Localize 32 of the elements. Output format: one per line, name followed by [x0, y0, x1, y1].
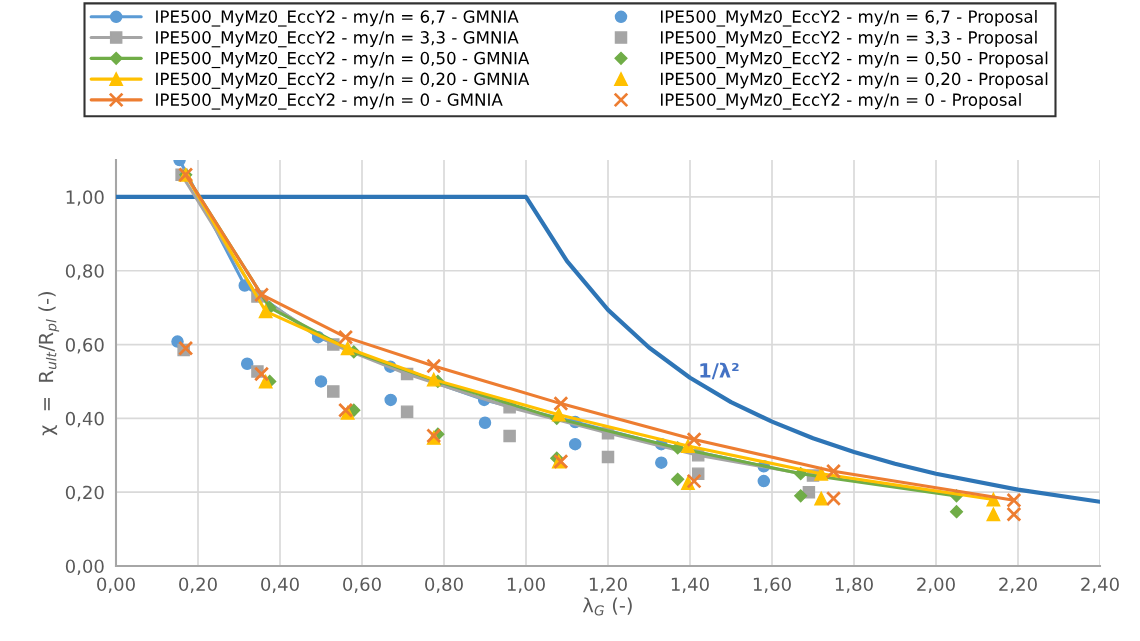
x-tick-label: 1,00: [507, 577, 545, 593]
x-tick-label: 2,20: [999, 577, 1037, 593]
x-tick-label: 1,60: [753, 577, 791, 593]
y-tick-label: 0,40: [65, 411, 104, 428]
x-tick-label: 0,00: [97, 577, 135, 593]
x-tick-label: 0,60: [343, 577, 381, 593]
x-tick-label: 0,20: [179, 577, 217, 593]
y-tick-label: 0,60: [65, 338, 104, 354]
x-tick-label: 0,40: [261, 577, 299, 593]
y-tick-label: 0,20: [65, 485, 104, 502]
y-tick-label: 1,00: [66, 190, 104, 206]
x-axis-title: λ$_{G}$ (-): [582, 597, 632, 616]
legend-label: IPE500_MyMz0_EccY2 - my/n = 0,20 - GMNIA: [156, 72, 530, 89]
legend-label: IPE500_MyMz0_EccY2 - my/n = 3,3 - Proposal: [660, 30, 1037, 48]
legend-label: IPE500_MyMz0_EccY2 - my/n = 0,50 - GMNIA: [156, 51, 530, 69]
annotation: 1/λ²: [700, 362, 739, 380]
legend-label: IPE500_MyMz0_EccY2 - my/n = 0 - Proposal: [660, 93, 1021, 110]
y-tick-label: 0,00: [65, 559, 104, 575]
legend-label: IPE500_MyMz0_EccY2 - my/n = 0,50 - Proposal: [660, 51, 1048, 69]
legend-label: IPE500_MyMz0_EccY2 - my/n = 0,20 - Proposal: [660, 72, 1048, 89]
x-tick-label: 1,80: [835, 577, 873, 593]
x-tick-label: 1,20: [589, 577, 627, 593]
legend-label: IPE500_MyMz0_EccY2 - my/n = 6,7 - GMNIA: [156, 10, 519, 27]
legend-label: IPE500_MyMz0_EccY2 - my/n = 6,7 - Proposal: [660, 10, 1037, 27]
y-tick-label: 0,80: [65, 264, 104, 280]
legend-label: IPE500_MyMz0_EccY2 - my/n = 3,3 - GMNIA: [156, 31, 519, 48]
x-tick-label: 1,40: [671, 577, 709, 593]
x-tick-label: 2,40: [1081, 577, 1119, 593]
x-tick-label: 2,00: [917, 577, 955, 593]
y-axis-title: χ = R$_{ult}$/R$_{pl}$ (-): [38, 292, 60, 436]
x-tick-label: 0,80: [425, 577, 463, 593]
legend-label: IPE500_MyMz0_EccY2 - my/n = 0 - GMNIA: [156, 93, 503, 110]
